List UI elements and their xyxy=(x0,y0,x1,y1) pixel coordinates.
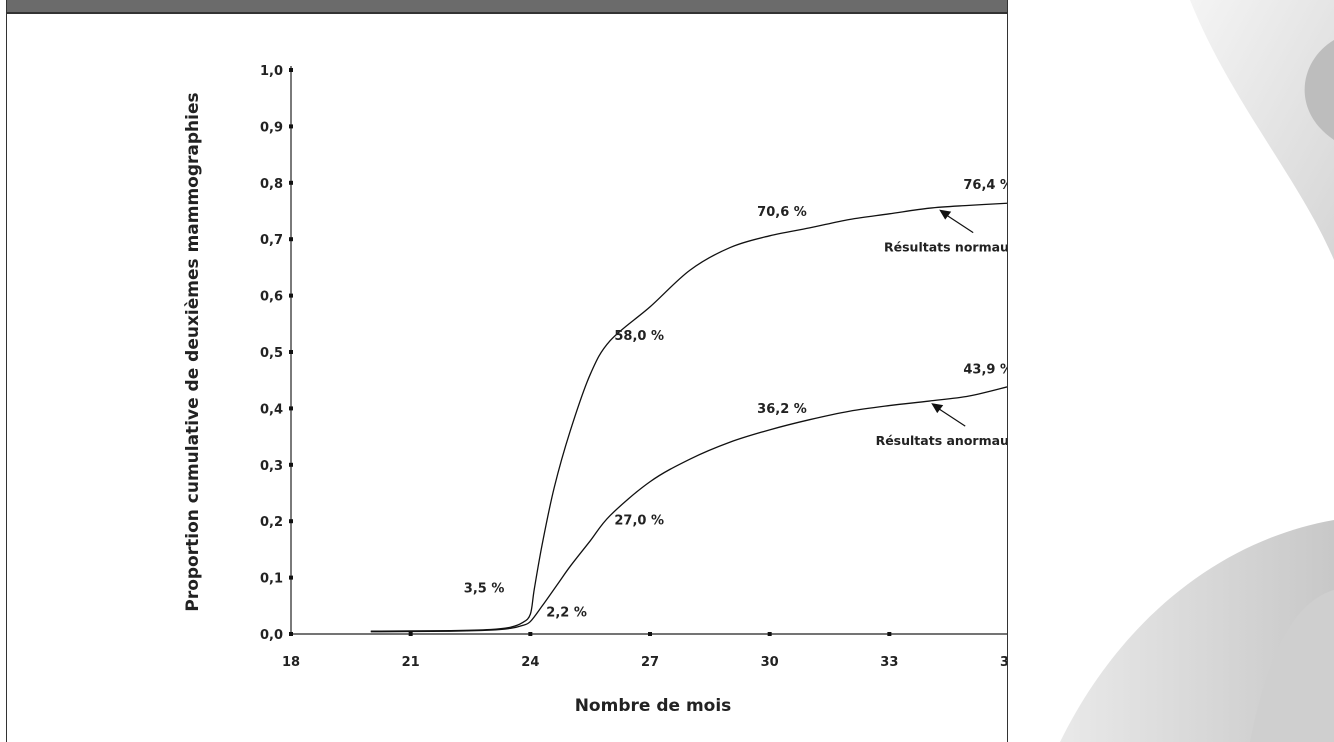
x-tick-label: 21 xyxy=(402,655,420,670)
decorative-side-graphic xyxy=(1060,0,1334,742)
x-tick-mark xyxy=(767,632,772,636)
series-line-normal xyxy=(370,202,1007,632)
x-tick-label: 27 xyxy=(641,655,659,670)
data-label: 27,0 % xyxy=(614,514,664,529)
y-tick-mark xyxy=(289,575,293,580)
y-tick-label: 0,6 xyxy=(260,290,283,305)
legend-label-abnormal: Résultats anormaux xyxy=(876,433,1007,448)
chart-marks: 0,0 0,1 0,2 0,3 0,4 0,5 0,6 0,7 0,8 0,9 1,0 18 21 24 2… xyxy=(183,64,1007,716)
x-tick-label: 24 xyxy=(521,655,539,670)
x-tick-label: 18 xyxy=(282,655,300,670)
y-tick-label: 0,2 xyxy=(260,515,283,530)
x-axis-title: Nombre de mois xyxy=(575,696,732,716)
y-axis-title: Proportion cumulative de deuxièmes mammo… xyxy=(183,92,203,611)
data-label: 58,0 % xyxy=(614,329,664,344)
y-tick-mark xyxy=(289,180,293,185)
y-tick-label: 0,8 xyxy=(260,177,283,192)
series-line-abnormal xyxy=(370,386,1007,633)
x-tick-mark xyxy=(289,632,293,636)
y-tick-mark xyxy=(289,406,293,411)
y-tick-label: 1,0 xyxy=(260,64,283,79)
data-label: 36,2 % xyxy=(757,402,807,417)
y-tick-label: 0,4 xyxy=(260,402,283,417)
y-tick-label: 0,9 xyxy=(260,120,283,135)
data-label: 70,6 % xyxy=(757,205,807,220)
data-label: 76,4 % xyxy=(963,178,1007,193)
x-tick-mark xyxy=(648,632,652,636)
y-tick-label: 0,5 xyxy=(260,346,283,361)
data-label: 3,5 % xyxy=(464,581,505,596)
cumulative-proportion-chart: 0,0 0,1 0,2 0,3 0,4 0,5 0,6 0,7 0,8 0,9 1,0 18 21 24 2… xyxy=(183,64,1007,716)
y-tick-label: 0,0 xyxy=(260,628,283,643)
y-tick-mark xyxy=(289,293,293,298)
x-tick-mark xyxy=(528,632,533,636)
x-tick-mark xyxy=(408,632,413,636)
title-bar xyxy=(7,0,1007,14)
y-tick-mark xyxy=(289,237,293,242)
y-tick-mark xyxy=(289,519,293,524)
legend-label-normal: Résultats normaux xyxy=(884,240,1007,255)
data-label: 43,9 % xyxy=(963,362,1007,377)
y-tick-mark xyxy=(289,68,293,72)
chart-panel: 0,0 0,1 0,2 0,3 0,4 0,5 0,6 0,7 0,8 0,9 1,0 18 21 24 2… xyxy=(6,0,1008,742)
y-tick-mark xyxy=(289,350,293,354)
legend-pointer-arrowhead xyxy=(939,209,952,220)
y-tick-label: 0,1 xyxy=(260,572,283,587)
x-tick-label: 36 xyxy=(1000,655,1007,670)
x-tick-label: 33 xyxy=(880,655,898,670)
y-tick-label: 0,7 xyxy=(260,233,283,248)
y-tick-mark xyxy=(289,124,293,129)
x-tick-mark xyxy=(887,632,892,636)
legend-pointer-arrowhead xyxy=(931,403,944,414)
data-label: 2,2 % xyxy=(546,606,587,621)
x-tick-label: 30 xyxy=(761,655,779,670)
y-tick-label: 0,3 xyxy=(260,459,283,474)
y-tick-mark xyxy=(289,462,293,467)
